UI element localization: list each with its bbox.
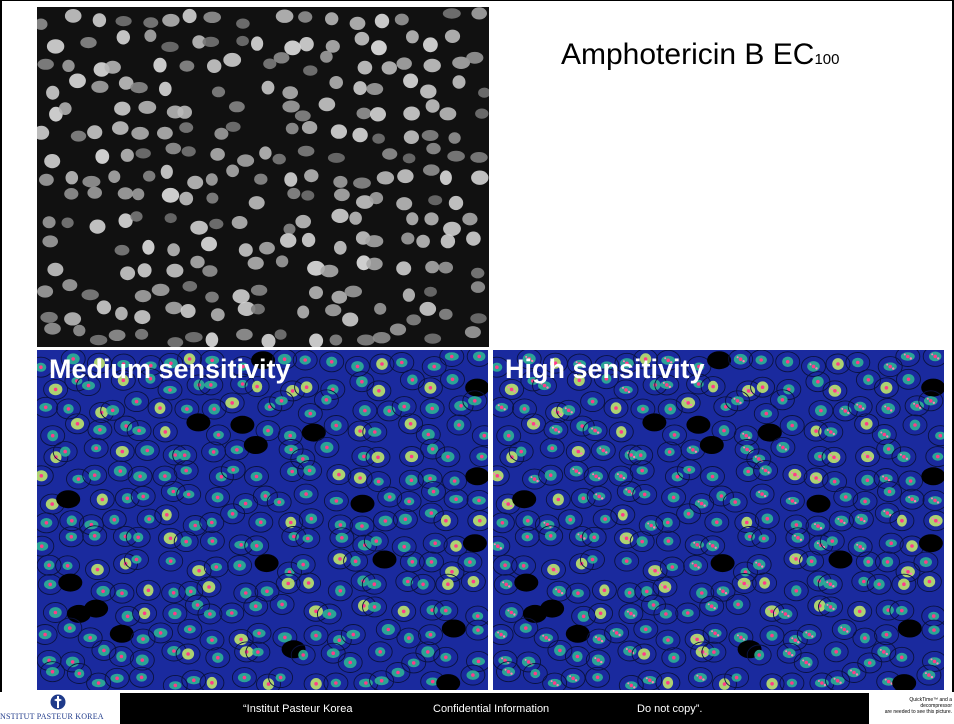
quicktime-line-3: are needed to see this picture. — [884, 709, 952, 715]
footer-do-not-copy: Do not copy”. — [637, 703, 703, 715]
quicktime-line-1: QuickTime™ and a — [909, 697, 952, 703]
logo-org-text: NSTITUT PASTEUR KOREA — [0, 712, 104, 721]
footer-confidential: Confidential Information — [433, 703, 550, 715]
slide-border-left — [0, 0, 2, 692]
slide-title-main: Amphotericin B EC — [561, 38, 815, 71]
footer-bar: NSTITUT PASTEUR KOREA “Institut Pasteur … — [0, 693, 954, 724]
high-segmentation-image — [493, 350, 944, 690]
medium-segmentation-image — [37, 350, 488, 690]
high-sensitivity-label: High sensitivity — [505, 354, 705, 384]
grayscale-nuclei-image — [37, 7, 489, 347]
slide-title-subscript: 100 — [814, 51, 840, 68]
slide-border-top — [0, 0, 954, 1]
grayscale-micrograph — [37, 7, 489, 347]
medium-sensitivity-label: Medium sensitivity — [49, 354, 291, 384]
medium-sensitivity-panel: Medium sensitivity — [37, 350, 488, 690]
high-sensitivity-panel: High sensitivity — [493, 350, 944, 690]
pasteur-logo-icon — [50, 694, 66, 710]
footer-org-quote: “Institut Pasteur Korea — [243, 703, 353, 715]
slide-border-right — [952, 0, 954, 692]
quicktime-placeholder: QuickTime™ and a decompressor are needed… — [869, 693, 954, 724]
quicktime-notice: QuickTime™ and a decompressor are needed… — [870, 697, 952, 715]
quicktime-line-2: decompressor — [920, 703, 952, 709]
institut-pasteur-logo: NSTITUT PASTEUR KOREA — [0, 693, 120, 724]
slide-title: Amphotericin B EC100 — [561, 38, 839, 72]
